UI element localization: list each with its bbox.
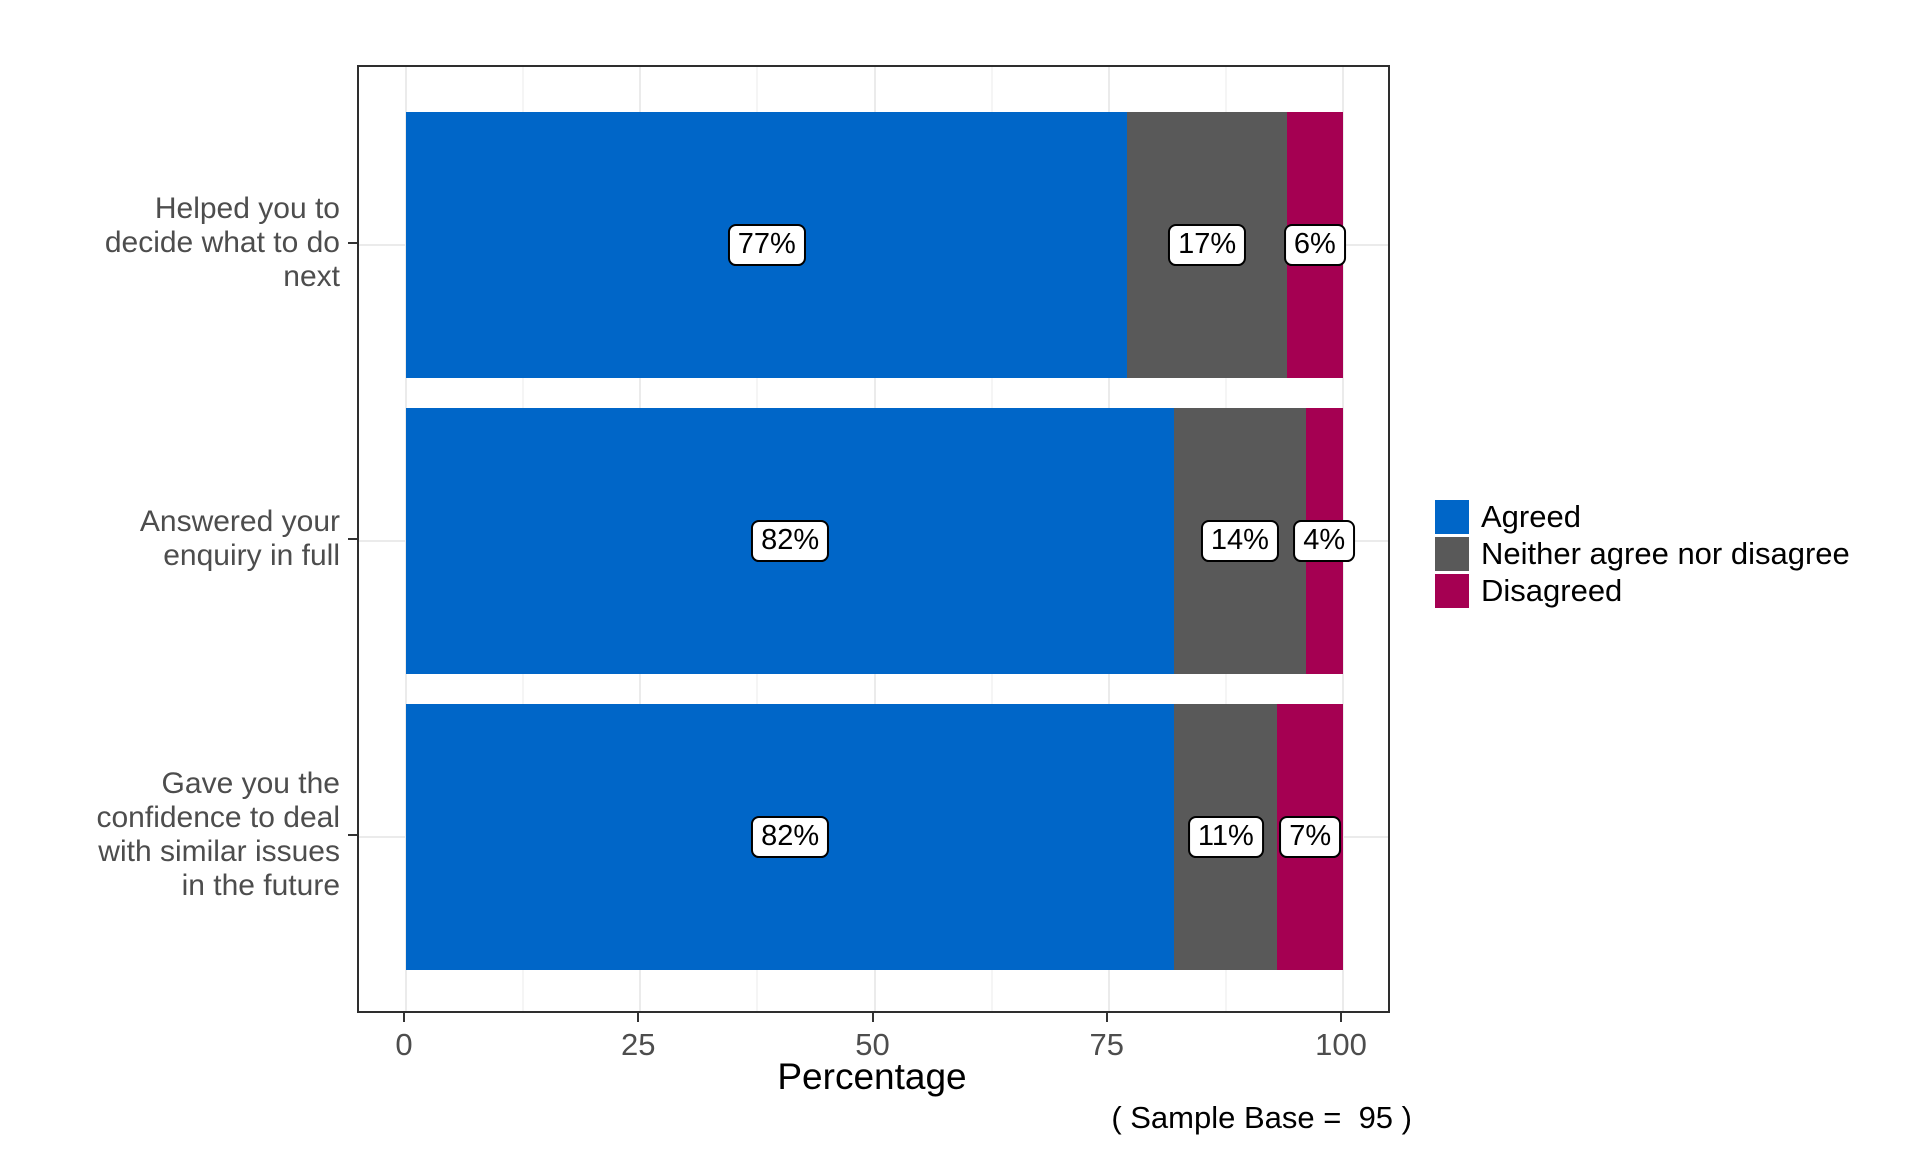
bar-value-label: 11% <box>1187 816 1264 858</box>
legend-item: Disagreed <box>1435 573 1850 609</box>
x-axis-tick <box>1340 1013 1342 1022</box>
x-axis-tick-label: 100 <box>1315 1027 1367 1062</box>
bar-value-label: 6% <box>1283 224 1346 266</box>
bar-value-label: 7% <box>1279 816 1342 858</box>
legend-swatch <box>1435 574 1469 608</box>
category-label-line: confidence to deal <box>96 801 340 834</box>
legend-swatch <box>1435 500 1469 534</box>
x-axis-tick <box>1105 1013 1108 1022</box>
category-label: Answered your enquiry in full <box>140 505 340 573</box>
x-axis-title: Percentage <box>777 1056 967 1097</box>
category-label: Helped you to decide what to do next <box>105 192 340 294</box>
bar-value-label: 82% <box>751 520 830 562</box>
x-axis-tick <box>637 1013 640 1022</box>
category-label-line: next <box>283 260 340 293</box>
bar-value-label: 4% <box>1293 520 1356 562</box>
plot-panel: 77% 17% 6% 82% 14% 4% 82% 11% 7% <box>357 65 1390 1013</box>
x-axis-tick-label: 0 <box>395 1027 413 1062</box>
legend-label: Agreed <box>1481 499 1581 534</box>
y-axis-tick <box>348 538 357 540</box>
category-label-line: Answered your <box>139 505 340 538</box>
bar-value-label: 82% <box>751 816 830 858</box>
category-label-line: with similar issues <box>98 835 340 868</box>
legend-swatch <box>1435 537 1469 571</box>
x-axis-tick-label: 50 <box>855 1027 890 1062</box>
category-label-line: enquiry in full <box>163 539 340 572</box>
category-label-line: decide what to do <box>104 226 340 259</box>
legend-label: Neither agree nor disagree <box>1481 536 1850 571</box>
category-label-line: Helped you to <box>154 192 340 225</box>
legend-label: Disagreed <box>1481 573 1623 608</box>
legend-item: Neither agree nor disagree <box>1435 536 1850 572</box>
x-axis-tick <box>403 1013 405 1022</box>
x-axis-tick-label: 25 <box>621 1027 656 1062</box>
legend-item: Agreed <box>1435 499 1850 535</box>
category-label-line: Gave you the <box>161 767 340 800</box>
sample-base-caption: ( Sample Base = 95 ) <box>1111 1100 1412 1135</box>
y-axis-tick <box>348 242 357 244</box>
legend: Agreed Neither agree nor disagree Disagree… <box>1435 499 1850 610</box>
category-label: Gave you the confidence to deal with simil… <box>96 767 340 903</box>
bar-value-label: 17% <box>1168 224 1247 266</box>
x-axis-tick <box>871 1013 874 1022</box>
bar-value-label: 77% <box>727 224 806 266</box>
x-axis-tick-label: 75 <box>1089 1027 1124 1062</box>
y-axis-tick <box>348 834 357 836</box>
bar-value-label: 14% <box>1200 520 1279 562</box>
category-label-line: in the future <box>181 869 340 902</box>
